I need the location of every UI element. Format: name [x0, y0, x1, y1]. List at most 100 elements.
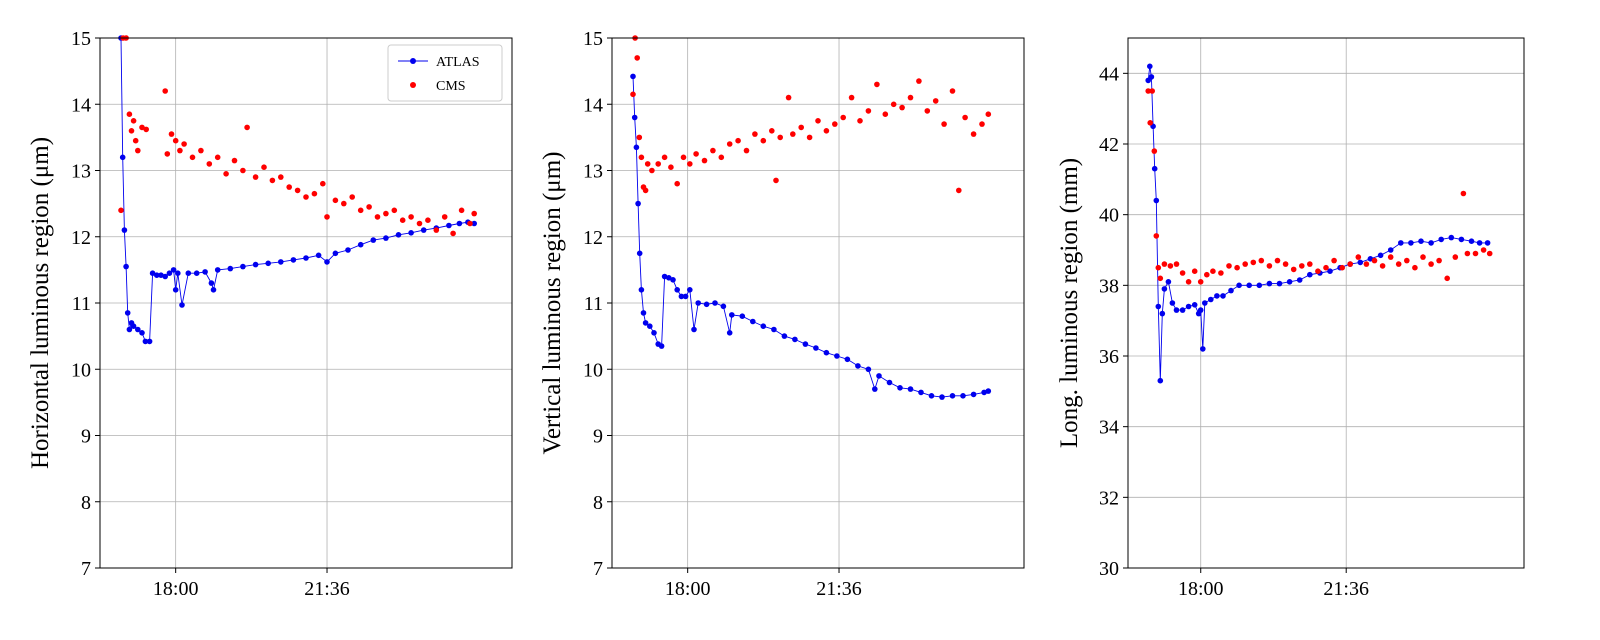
y-tick-label: 42 [1099, 134, 1119, 156]
y-tick-label: 10 [71, 359, 91, 381]
data-point-cms [240, 167, 246, 174]
data-point-cms [135, 147, 141, 154]
data-point-atlas [208, 280, 215, 286]
data-point-atlas [130, 323, 137, 330]
data-point-cms [1347, 261, 1353, 267]
y-tick-label: 14 [71, 94, 91, 116]
data-point-atlas [638, 287, 645, 293]
data-point-atlas [142, 338, 149, 345]
data-point-cms [341, 200, 347, 207]
data-point-atlas [240, 263, 246, 270]
data-point-cms [1315, 268, 1321, 275]
data-point-cms [261, 164, 267, 170]
panel-long: 30 32 34 36 38 40 42 44 18:00 21:36 Long. luminou… [1056, 37, 1525, 600]
data-point-cms [286, 184, 293, 190]
data-point-atlas [123, 263, 129, 270]
data-point-atlas [456, 220, 463, 227]
data-point-cms [1363, 261, 1370, 267]
data-point-cms [252, 174, 259, 180]
data-point-atlas [636, 250, 643, 257]
data-point-cms [916, 78, 922, 84]
axes-frame [1127, 37, 1525, 569]
data-point-cms [815, 118, 821, 124]
data-point-atlas [720, 303, 727, 310]
data-point-cms [1371, 257, 1378, 264]
data-point-cms [823, 128, 830, 134]
data-point-cms [1472, 250, 1479, 257]
y-tick-label: 40 [1099, 205, 1119, 227]
data-point-cms [1204, 271, 1210, 278]
data-point-atlas [1307, 271, 1313, 278]
data-point-cms [642, 187, 649, 194]
data-point-cms [320, 180, 326, 187]
data-point-cms [644, 161, 651, 167]
data-point-cms [790, 131, 796, 137]
data-point-atlas [865, 366, 872, 373]
y-tick-label: 12 [583, 227, 603, 249]
y-tick-label: 9 [81, 426, 91, 448]
data-point-cms [132, 137, 139, 144]
data-point-atlas [802, 341, 809, 347]
data-point-cms [303, 194, 309, 200]
data-point-atlas [124, 310, 131, 316]
ylabel-long: Long. luminous region (mm) [1056, 158, 1083, 448]
data-point-cms [1234, 264, 1240, 271]
data-point-cms [1167, 263, 1174, 269]
y-tick-label: 11 [584, 293, 603, 315]
data-point-cms [1266, 263, 1273, 269]
data-point-atlas [227, 265, 234, 272]
data-point-atlas [408, 230, 414, 236]
data-point-cms [874, 81, 880, 88]
data-point-atlas [1438, 236, 1444, 243]
data-point-cms [1412, 264, 1418, 271]
y-tick-label: 34 [1099, 417, 1119, 439]
legend-cms-label: CMS [436, 79, 466, 94]
y-tick-label: 36 [1099, 346, 1119, 368]
data-point-atlas [813, 345, 819, 351]
data-point-cms [383, 210, 389, 217]
data-point-cms [1480, 247, 1487, 253]
data-point-cms [899, 104, 905, 111]
data-point-atlas [1296, 277, 1303, 283]
y-tick-label: 38 [1099, 275, 1119, 297]
data-point-atlas [1214, 293, 1220, 299]
data-point-cms [177, 147, 183, 154]
series-line-atlas [632, 76, 989, 398]
data-point-atlas [939, 394, 945, 400]
data-point-cms [1323, 264, 1329, 271]
data-point-atlas [1173, 307, 1180, 313]
data-point-atlas [678, 293, 685, 300]
data-point-atlas [687, 287, 693, 293]
data-point-atlas [1266, 280, 1273, 287]
data-point-cms [467, 220, 473, 227]
data-point-cms [985, 111, 992, 117]
legend-frame [387, 44, 503, 102]
data-point-cms [924, 108, 931, 114]
data-point-atlas [395, 232, 402, 238]
data-point-atlas [166, 270, 173, 277]
data-point-atlas [897, 385, 903, 391]
data-point-cms [1420, 254, 1426, 260]
data-point-cms [693, 151, 699, 157]
data-point-cms [668, 164, 674, 170]
data-point-cms [848, 94, 855, 101]
data-point-atlas [855, 363, 861, 369]
data-point-atlas [290, 257, 297, 263]
data-point-atlas [823, 349, 830, 356]
data-point-atlas [985, 388, 992, 394]
data-point-cms [1161, 261, 1168, 267]
data-point-atlas [739, 313, 746, 320]
data-point-atlas [1169, 300, 1176, 306]
data-point-atlas [635, 200, 641, 207]
data-point-cms [1379, 263, 1386, 269]
data-point-atlas [1357, 259, 1364, 266]
data-point-cms [126, 111, 133, 117]
data-point-atlas [1179, 307, 1186, 313]
legend: ATLAS CMS [387, 44, 503, 102]
data-point-cms [979, 121, 985, 127]
data-point-atlas [383, 235, 389, 241]
data-point-atlas [1161, 286, 1168, 292]
data-point-atlas [1157, 377, 1164, 384]
data-point-cms [450, 230, 456, 237]
